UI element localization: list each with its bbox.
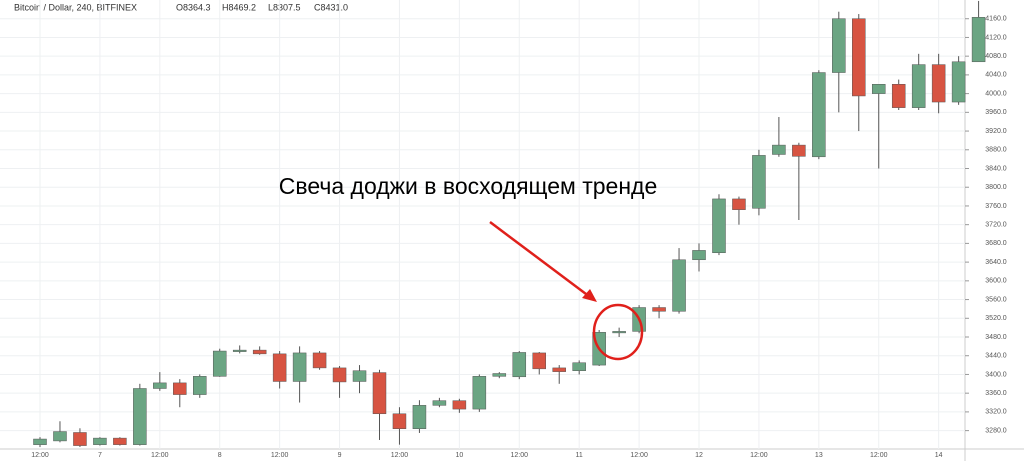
y-tick-label: 3560.0 <box>985 296 1007 303</box>
y-tick-label: 3880.0 <box>985 147 1007 154</box>
plot: 3280.0 3320.0 3360.0 3400.0 3440.0 3480.0 3520… <box>0 0 1007 459</box>
candle-body <box>93 437 107 445</box>
candle-body <box>212 350 227 377</box>
x-tick-label: 12:00 <box>31 452 49 459</box>
y-tick-label: 4080.0 <box>985 53 1007 60</box>
candle-body <box>153 382 167 389</box>
y-tick-label: 3920.0 <box>985 128 1007 135</box>
x-tick-label: 12:00 <box>511 452 529 459</box>
y-tick-label: 3960.0 <box>985 109 1007 116</box>
candle-body <box>173 382 187 395</box>
candle-body <box>352 370 367 382</box>
candle-body <box>832 18 846 73</box>
candle-body <box>792 144 806 157</box>
y-tick-label: 3800.0 <box>985 184 1007 191</box>
highlight-circle <box>592 303 644 361</box>
candle-body <box>312 352 327 369</box>
candle-body <box>852 18 866 97</box>
y-tick-label: 3520.0 <box>985 315 1007 322</box>
arrow-head <box>582 289 597 302</box>
candle-body <box>432 400 447 406</box>
candle-body <box>412 405 427 429</box>
candle-body <box>392 413 407 429</box>
candle-body <box>812 72 826 158</box>
candle-body <box>752 155 766 209</box>
x-tick-label: 12:00 <box>151 452 169 459</box>
x-tick-label: 8 <box>218 452 222 459</box>
y-tick-label: 3600.0 <box>985 278 1007 285</box>
candle-body <box>971 17 986 63</box>
candle-body <box>472 376 487 410</box>
candle-body <box>252 349 267 355</box>
candle-body <box>652 307 666 312</box>
y-tick-label: 4160.0 <box>985 16 1007 23</box>
y-tick-label: 3280.0 <box>985 427 1007 434</box>
y-tick-label: 3400.0 <box>985 371 1007 378</box>
y-tick-label: 3480.0 <box>985 334 1007 341</box>
candle-body <box>891 84 906 108</box>
y-tick-label: 3840.0 <box>985 165 1007 172</box>
y-tick-label: 3760.0 <box>985 203 1007 210</box>
candle-body <box>772 144 786 155</box>
candle-body <box>931 64 946 103</box>
x-tick-label: 12 <box>695 452 703 459</box>
x-tick-label: 9 <box>338 452 342 459</box>
x-tick-label: 10 <box>455 452 463 459</box>
candle-body <box>452 400 467 410</box>
candle-body <box>512 352 527 378</box>
annotation: Свеча доджи в восходящем тренде <box>279 173 657 199</box>
x-tick-label: 11 <box>576 452 583 459</box>
candle-body <box>871 84 886 94</box>
symbol-header: Bitcoin / Dollar, 240, BITFINEX <box>14 2 137 12</box>
candle-body <box>133 388 147 445</box>
y-tick-label: 4040.0 <box>985 72 1007 79</box>
y-tick-label: 3720.0 <box>985 222 1007 229</box>
candle-body <box>113 437 127 445</box>
x-tick-label: 12:00 <box>750 452 768 459</box>
candle-body <box>712 198 726 254</box>
x-tick-label: 12:00 <box>271 452 289 459</box>
candle-body <box>193 376 207 395</box>
y-tick-label: 3640.0 <box>985 259 1007 266</box>
ohlc-label: O8364.3 <box>176 2 211 12</box>
x-tick-label: 12:00 <box>391 452 409 459</box>
ohlc-label: H8469.2 <box>222 2 256 12</box>
candle-body <box>532 352 546 370</box>
ohlc-label: L8307.5 <box>268 2 301 12</box>
y-tick-label: 4120.0 <box>985 34 1007 41</box>
annotation-arrow <box>489 221 591 298</box>
candle-body <box>232 349 247 352</box>
candle-body <box>552 367 566 372</box>
candle-body <box>372 372 387 415</box>
x-tick-label: 7 <box>98 452 102 459</box>
y-tick-label: 3440.0 <box>985 353 1007 360</box>
candle-body <box>672 259 686 312</box>
x-tick-label: 14 <box>935 452 943 459</box>
y-tick-label: 3360.0 <box>985 390 1007 397</box>
candle-body <box>53 431 67 442</box>
candle-body <box>572 362 586 371</box>
y-tick-label: 4000.0 <box>985 90 1007 97</box>
candle-body <box>951 61 966 103</box>
candle-body <box>73 432 87 446</box>
y-tick-label: 3320.0 <box>985 409 1007 416</box>
candle-body <box>911 64 926 108</box>
candle-body <box>332 367 347 383</box>
x-tick-label: 13 <box>815 452 823 459</box>
candle-body <box>612 331 626 334</box>
y-tick-label: 3680.0 <box>985 240 1007 247</box>
x-tick-label: 12:00 <box>630 452 648 459</box>
candle-body <box>692 250 706 261</box>
candle-body <box>33 438 47 445</box>
x-tick-label: 12:00 <box>870 452 888 459</box>
candle-body <box>292 352 307 382</box>
ohlc-label: C8431.0 <box>314 2 348 12</box>
candle-body <box>492 373 507 377</box>
candle-body <box>272 353 287 382</box>
candle-body <box>732 198 746 210</box>
